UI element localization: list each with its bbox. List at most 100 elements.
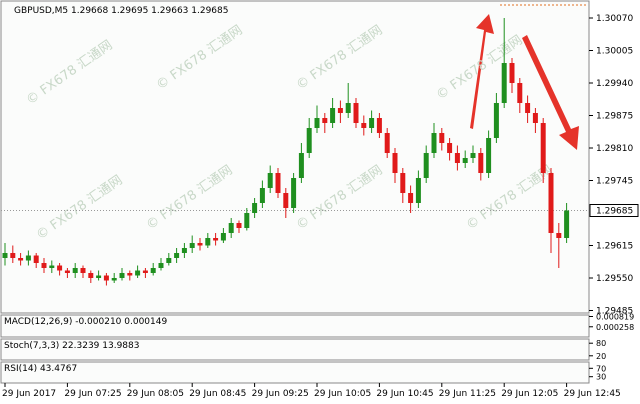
candle-body [103, 275, 109, 281]
x-tick-label: 29 Jun 12:05 [501, 389, 558, 399]
candle-body [49, 265, 55, 268]
candle-body [33, 255, 39, 263]
x-tick-label: 29 Jun 09:25 [252, 389, 309, 399]
candle-body [57, 265, 63, 271]
candle-body [556, 233, 562, 238]
current-price-box [589, 204, 639, 217]
y-tick-label: 1.30070 [596, 14, 633, 24]
x-tick-label: 29 Jun 10:05 [314, 389, 371, 399]
candle-body [88, 273, 94, 278]
candle-body [111, 278, 117, 281]
y-tick-label: 1.29745 [596, 177, 633, 187]
candle-body [439, 133, 445, 143]
candle-body [423, 153, 429, 178]
panel-tick-label: 30 [596, 373, 606, 382]
panel-tick-label: 0.000819 [596, 312, 634, 321]
candle-body [306, 128, 312, 153]
candle-body [259, 188, 265, 203]
stoch-panel [0, 338, 590, 361]
x-tick-label: 29 Jun 10:45 [376, 389, 433, 399]
panel-tick-label: 70 [596, 364, 606, 373]
candle-body [158, 263, 164, 268]
panel-title: RSI(14) 43.4767 [4, 364, 77, 374]
candle-body [353, 103, 359, 123]
chart-title: GBPUSD,M5 1.29668 1.29695 1.29663 1.2968… [14, 6, 228, 16]
panel-title: Stoch(7,3,3) 22.3239 13.9883 [4, 341, 139, 351]
x-tick-label: 29 Jun 08:45 [189, 389, 246, 399]
candle-body [478, 153, 484, 173]
candle-body [532, 113, 538, 123]
x-tick-label: 29 Jun 08:05 [127, 389, 184, 399]
candle-body [205, 238, 211, 246]
candle-body [64, 270, 70, 273]
y-tick-label: 1.29615 [596, 242, 633, 252]
candle-body [189, 243, 195, 248]
candle-body [25, 255, 31, 261]
candle-body [540, 123, 546, 173]
macd-panel [0, 314, 590, 338]
candle-body [408, 193, 414, 203]
y-tick-label: 1.29485 [596, 307, 633, 317]
candle-body [376, 118, 382, 133]
candle-body [454, 153, 460, 163]
candle-body [470, 153, 476, 158]
candle-body [314, 118, 320, 128]
candle-body [197, 243, 203, 246]
candle-body [220, 233, 226, 241]
candle-body [501, 63, 507, 103]
candle-body [431, 133, 437, 153]
candle-body [345, 103, 351, 113]
candle-body [462, 158, 468, 163]
x-tick-label: 29 Jun 11:25 [439, 389, 496, 399]
x-tick-label: 29 Jun 07:25 [64, 389, 121, 399]
candle-body [298, 153, 304, 178]
candle-body [517, 83, 523, 103]
candle-body [181, 248, 187, 253]
candle-body [252, 203, 258, 213]
candle-body [400, 173, 406, 193]
candle-body [337, 108, 343, 113]
candle-body [330, 108, 336, 123]
candle-body [291, 178, 297, 208]
candle-body [236, 223, 242, 228]
candle-body [244, 213, 250, 228]
candle-body [96, 275, 102, 278]
candle-body [228, 223, 234, 233]
candle-body [10, 253, 16, 258]
candle-body [493, 103, 499, 138]
candle-body [119, 273, 125, 278]
current-price-label: 1.29685 [596, 207, 633, 217]
candle-body [384, 133, 390, 153]
arrow-up [470, 14, 494, 129]
candle-body [41, 263, 47, 268]
panel-tick-label: 20 [596, 352, 606, 361]
arrow-down [522, 35, 579, 150]
y-tick-label: 1.29810 [596, 144, 633, 154]
candle-body [486, 138, 492, 173]
y-tick-label: 1.29940 [596, 79, 633, 89]
candle-body [509, 63, 515, 83]
candle-body [415, 178, 421, 203]
panel-tick-label: 0.000258 [596, 323, 634, 332]
candle-body [213, 238, 219, 241]
candle-body [166, 258, 172, 263]
x-tick-label: 29 Jun 12:45 [564, 389, 621, 399]
candle-body [135, 270, 141, 276]
panel-title: MACD(12,26,9) -0.000210 0.000149 [4, 317, 167, 327]
x-tick-label: 29 Jun 2017 [2, 389, 56, 399]
candle-body [322, 118, 328, 123]
candle-body [564, 210, 570, 238]
candle-body [174, 253, 180, 258]
candle-body [127, 273, 133, 276]
candle-body [18, 258, 24, 261]
y-tick-label: 1.29550 [596, 274, 633, 284]
candle-body [361, 123, 367, 128]
candle-body [2, 253, 8, 258]
rsi-panel [0, 361, 590, 384]
candle-body [142, 270, 148, 273]
candle-body [447, 143, 453, 153]
candle-body [80, 268, 86, 273]
candle-body [150, 268, 156, 273]
candle-body [369, 118, 375, 128]
candle-body [267, 173, 273, 188]
